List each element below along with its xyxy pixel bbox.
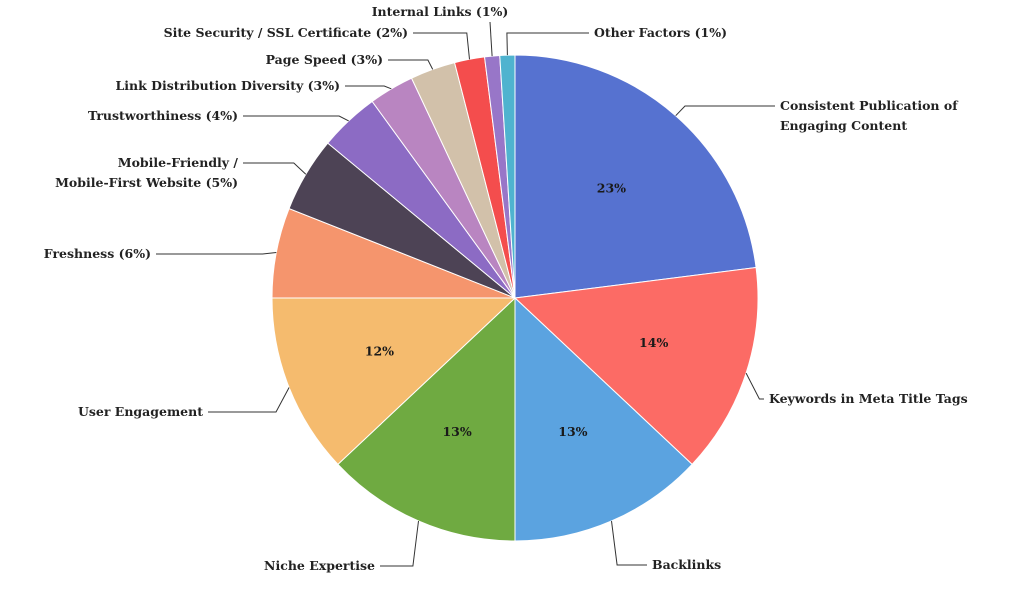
leader-line-site-security-ssl-certificate [413,32,470,60]
leader-line-mobile-friendly-mobile-first-website [243,162,307,175]
slice-label-other-factors: Other Factors (1%) [594,25,727,40]
leader-line-trustworthiness [243,115,349,122]
leader-line-user-engagement [208,387,290,413]
slice-label-site-security-ssl-certificate: Site Security / SSL Certificate (2%) [164,25,408,40]
pie-slices [271,54,759,542]
slice-label-page-speed: Page Speed (3%) [266,52,383,67]
leader-line-other-factors [506,32,589,56]
leader-lines [156,21,775,567]
slice-value-label-backlinks: 13% [558,424,587,439]
slice-value-label-keywords-in-meta-title-tags: 14% [639,335,668,350]
slice-category-labels: Consistent Publication of Engaging Conten… [44,4,968,573]
slice-label-keywords-in-meta-title-tags: Keywords in Meta Title Tags [769,391,968,406]
slice-label-freshness: Freshness (6%) [44,246,151,261]
slice-value-label-niche-expertise: 13% [442,424,471,439]
leader-line-page-speed [388,59,434,70]
slice-label-consistent-publication-of-engaging-content: Consistent Publication of Engaging Conten… [780,98,959,133]
pie-slice-user-engagement [271,297,517,466]
slice-value-label-user-engagement: 12% [365,344,394,359]
leader-line-freshness [156,252,277,255]
leader-line-niche-expertise [380,520,419,567]
slice-label-internal-links: Internal Links (1%) [372,4,509,19]
leader-line-consistent-publication-of-engaging-content [675,105,775,117]
slice-label-niche-expertise: Niche Expertise [264,558,375,573]
slice-value-labels: 23% 14% 13% 13% 12% [365,181,669,439]
leader-line-backlinks [611,520,647,566]
slice-label-link-distribution-diversity: Link Distribution Diversity (3%) [116,78,340,93]
pie-slice-consistent-publication-of-engaging-content [514,54,757,299]
slice-value-label-consistent-publication-of-engaging-content: 23% [597,181,626,196]
pie-slice-keywords-in-meta-title-tags [513,266,759,466]
leader-line-internal-links [489,21,493,57]
pie-slice-other-factors [499,54,516,299]
slice-label-backlinks: Backlinks [652,557,721,572]
slice-label-user-engagement: User Engagement [78,404,203,419]
leader-line-link-distribution-diversity [345,85,392,90]
leader-line-keywords-in-meta-title-tags [745,372,764,400]
slice-label-trustworthiness: Trustworthiness (4%) [88,108,238,123]
slice-label-mobile-friendly-mobile-first-website: Mobile-Friendly / Mobile-First Website (5… [55,155,238,190]
